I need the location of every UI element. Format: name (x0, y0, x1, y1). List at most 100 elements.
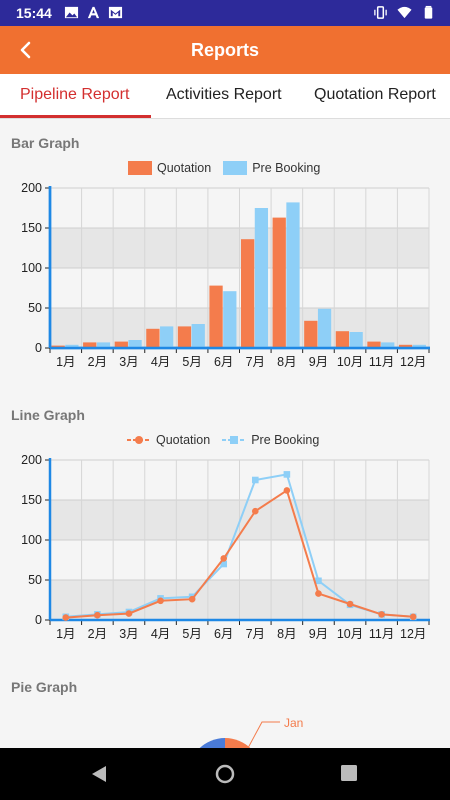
y-tick-label: 0 (35, 341, 42, 355)
bar-prebooking (381, 342, 395, 348)
legend-line-prebooking (222, 436, 247, 444)
x-tick-label: 7月 (246, 355, 265, 369)
point-quotation (378, 611, 385, 618)
y-tick-label: 200 (21, 181, 42, 195)
line-legend: Quotation Pre Booking (127, 433, 319, 447)
tab-quotation-report[interactable]: Quotation Report (314, 86, 436, 103)
point-quotation (125, 610, 133, 617)
point-quotation (251, 507, 259, 515)
page-title: Reports (190, 40, 259, 60)
point-quotation (346, 600, 354, 608)
legend-label-prebooking: Pre Booking (251, 433, 320, 447)
line-series-quotation (65, 488, 414, 619)
pie-label-line-jan (247, 721, 280, 748)
y-tick-label: 200 (21, 453, 42, 467)
legend-label-prebooking: Pre Booking (252, 161, 321, 175)
x-tick-label: 1月 (56, 355, 75, 369)
point-quotation (283, 487, 291, 494)
legend-swatch-prebooking (223, 161, 248, 175)
y-tick-label: 100 (21, 533, 42, 547)
point-prebooking (315, 577, 322, 585)
x-tick-label: 11月 (369, 355, 394, 369)
bar-prebooking (191, 324, 205, 348)
report-tabs: Pipeline Report Activities Report Quotat… (0, 74, 450, 119)
legend-line-quotation (127, 436, 151, 444)
bar-legend: Quotation Pre Booking (128, 161, 320, 175)
x-tick-label: 3月 (119, 627, 138, 641)
bar-prebooking (160, 326, 174, 348)
x-tick-label: 11月 (369, 627, 394, 641)
legend-label-quotation: Quotation (156, 433, 211, 447)
bar-graph-title: Bar Graph (11, 135, 80, 151)
bar-prebooking (223, 291, 237, 348)
point-quotation (157, 597, 164, 605)
bar-prebooking (349, 332, 363, 348)
pie-chart: Jan (199, 716, 303, 748)
system-nav-bar (0, 748, 450, 800)
nav-recents-icon[interactable] (340, 764, 358, 782)
app-bar: Reports (0, 26, 450, 74)
bar-prebooking (254, 208, 269, 348)
wifi-icon (397, 6, 412, 19)
x-tick-label: 6月 (214, 627, 233, 641)
pie-label-jan: Jan (284, 716, 303, 730)
nav-home-icon[interactable] (215, 764, 235, 784)
x-tick-label: 6月 (214, 355, 233, 369)
y-tick-label: 50 (28, 301, 42, 315)
nav-back-icon[interactable] (90, 764, 108, 784)
x-tick-label: 4月 (151, 355, 170, 369)
back-arrow-icon[interactable] (14, 38, 38, 62)
bar-quotation (241, 239, 255, 348)
y-tick-label: 100 (21, 261, 42, 275)
bar-quotation (335, 331, 350, 348)
bar-quotation (177, 326, 192, 348)
x-tick-label: 5月 (182, 627, 201, 641)
bar-quotation (146, 328, 160, 348)
point-prebooking (251, 476, 259, 484)
x-tick-label: 12月 (400, 627, 426, 641)
status-time: 15:44 (16, 5, 52, 21)
x-tick-label: 10月 (337, 627, 363, 641)
x-tick-label: 2月 (88, 627, 107, 641)
bar-prebooking (317, 308, 332, 348)
legend-swatch-quotation (128, 161, 152, 175)
x-tick-label: 8月 (277, 355, 296, 369)
status-bar: 15:44 (0, 0, 450, 26)
x-tick-label: 4月 (151, 627, 170, 641)
x-tick-label: 8月 (277, 627, 296, 641)
y-tick-label: 150 (21, 221, 42, 235)
bar-quotation (114, 341, 128, 348)
bar-prebooking (96, 342, 111, 348)
point-prebooking (220, 560, 228, 568)
font-icon (87, 6, 100, 19)
bar-prebooking (128, 340, 142, 348)
bar-quotation (367, 341, 381, 348)
vibrate-icon (374, 6, 387, 19)
bar-prebooking (286, 202, 300, 348)
bar-quotation (398, 344, 413, 348)
x-tick-label: 5月 (182, 355, 201, 369)
y-tick-label: 50 (28, 573, 42, 587)
point-quotation (220, 555, 228, 562)
y-tick-label: 150 (21, 493, 42, 507)
point-quotation (315, 590, 322, 597)
x-tick-label: 1月 (56, 627, 75, 641)
line-graph-title: Line Graph (11, 407, 85, 423)
point-quotation (188, 595, 196, 603)
point-prebooking (283, 471, 291, 478)
tab-pipeline-report[interactable]: Pipeline Report (20, 86, 130, 103)
bar-quotation (83, 342, 97, 348)
bar-quotation (272, 217, 286, 348)
y-tick-label: 0 (35, 613, 42, 627)
pie-slice-other (199, 738, 225, 748)
x-tick-label: 12月 (400, 355, 426, 369)
tab-activities-report[interactable]: Activities Report (166, 86, 282, 103)
point-quotation (62, 614, 70, 621)
bar-quotation (209, 285, 223, 348)
bar-prebooking (65, 344, 79, 348)
point-quotation (409, 613, 417, 621)
legend-label-quotation: Quotation (157, 161, 212, 175)
pie-slice-jan (225, 738, 251, 748)
point-quotation (94, 611, 101, 619)
x-tick-label: 3月 (119, 355, 138, 369)
